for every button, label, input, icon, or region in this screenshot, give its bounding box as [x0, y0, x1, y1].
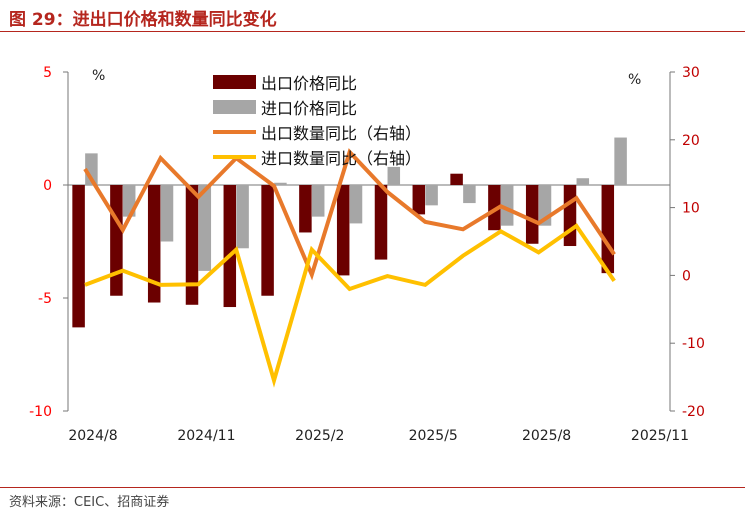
export-price-bar — [336, 185, 350, 276]
export-price-bar — [450, 173, 463, 185]
legend-label: 出口价格同比 — [261, 74, 357, 93]
import-price-bar — [425, 185, 438, 206]
legend-swatch — [213, 100, 256, 114]
x-axis-tick-label: 2025/11 — [631, 428, 689, 444]
export-price-bar — [147, 185, 161, 303]
export-price-bar — [110, 185, 123, 296]
right-axis-tick-label: 30 — [682, 65, 700, 81]
export-price-bar — [525, 185, 539, 244]
source-note: 资料来源：CEIC、招商证券 — [9, 495, 170, 510]
import-price-bar — [198, 185, 212, 271]
x-axis-tick-label: 2025/5 — [409, 428, 458, 444]
right-axis-tick-label: 20 — [682, 133, 700, 149]
export-price-bar — [223, 185, 237, 308]
export-volume-line — [83, 148, 616, 281]
export-price-bar — [261, 185, 274, 296]
import-price-bar — [614, 137, 627, 185]
right-axis-tick-label: 0 — [682, 268, 691, 284]
title-rule — [0, 31, 745, 32]
right-axis-tick-label: 10 — [682, 201, 700, 217]
figure-title: 图 29：进出口价格和数量同比变化 — [9, 10, 277, 30]
export-price-bar — [374, 185, 388, 260]
import-price-bar — [311, 185, 325, 217]
export-price-bar — [563, 185, 577, 247]
import-price-bar — [463, 185, 476, 204]
import-price-bar — [387, 166, 401, 185]
left-axis-tick-label: -10 — [29, 404, 52, 420]
left-axis-unit: % — [92, 68, 105, 84]
right-axis-tick-label: -10 — [682, 336, 705, 352]
footer-rule — [0, 487, 745, 488]
import-price-bar — [160, 185, 174, 242]
right-axis-unit: % — [628, 72, 641, 88]
legend-label: 进口数量同比（右轴） — [261, 149, 421, 168]
legend-label: 进口价格同比 — [261, 99, 357, 118]
export-price-bar — [185, 185, 199, 305]
export-price-bar — [299, 185, 312, 233]
legend-label: 出口数量同比（右轴） — [261, 124, 421, 143]
x-axis-tick-label: 2025/8 — [522, 428, 571, 444]
import-price-bar — [274, 182, 287, 185]
export-price-bar — [72, 185, 85, 328]
legend-swatch — [213, 75, 256, 89]
export-price-bar — [601, 185, 615, 274]
import-volume-line — [84, 223, 616, 388]
x-axis-tick-label: 2024/8 — [68, 428, 117, 444]
import-price-bar — [576, 178, 590, 185]
x-axis-tick-label: 2024/11 — [177, 428, 235, 444]
export-price-bar — [488, 185, 501, 231]
import-price-bar — [500, 185, 514, 226]
left-axis-tick-label: 5 — [43, 65, 52, 81]
x-axis-tick-label: 2025/2 — [295, 428, 344, 444]
left-axis-tick-label: -5 — [38, 291, 52, 307]
export-price-bar — [412, 185, 426, 215]
import-price-bar — [236, 185, 249, 249]
import-price-bar — [349, 185, 363, 224]
right-axis-tick-label: -20 — [682, 404, 705, 420]
left-axis-tick-label: 0 — [43, 178, 52, 194]
